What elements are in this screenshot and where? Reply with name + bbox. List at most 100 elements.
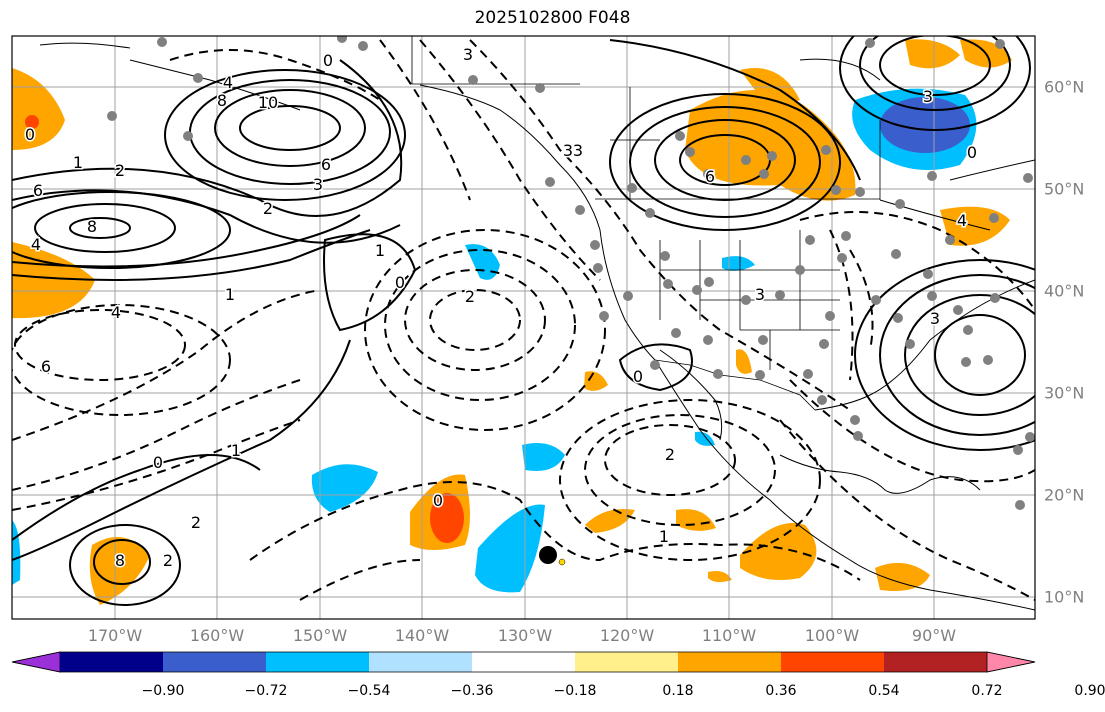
colorbar-segment: [369, 652, 473, 672]
contour-label: 4: [111, 303, 121, 322]
colorbar: [11, 651, 1036, 673]
contour-label: 3: [923, 87, 933, 106]
longitude-label: 140°W: [394, 626, 450, 645]
contour-label: 0: [153, 453, 163, 472]
negative-region: [475, 504, 545, 593]
positive-region: [585, 509, 635, 533]
contour-label: 2: [263, 199, 273, 218]
negative-region: [311, 464, 378, 512]
colorbar-frame: [11, 651, 1036, 673]
contour-label: 6: [41, 357, 51, 376]
negative-region: [522, 442, 565, 471]
longitude-label: 90°W: [911, 626, 957, 645]
colorbar-tick-label: 0.72: [971, 683, 1003, 699]
contour-label: 6: [705, 167, 715, 186]
contour-label: 4: [223, 73, 233, 92]
contour-label: 3: [755, 285, 765, 304]
strong-negative-region: [880, 97, 970, 153]
colorbar-segment: [575, 652, 679, 672]
contour-label: 1: [231, 441, 241, 460]
dashed-contours: [12, 39, 1035, 601]
colorbar-segment: [60, 652, 164, 672]
colorbar-tick-label: 0.36: [765, 683, 797, 699]
map-title: 2025102800 F048: [474, 8, 631, 28]
colorbar-tick-label: −0.72: [244, 683, 288, 699]
contour-label: 1: [375, 241, 385, 260]
longitude-label: 150°W: [292, 626, 348, 645]
colorbar-tick-label: 0.18: [662, 683, 694, 699]
storm-marker-small: [558, 558, 566, 566]
colorbar-extend-low: [11, 651, 61, 673]
positive-region: [12, 68, 65, 150]
contour-label: 3: [563, 141, 573, 160]
strong-positive-region: [430, 493, 464, 543]
colorbar-segment: [163, 652, 267, 672]
colorbar-segment: [884, 652, 988, 672]
contour-label: 8: [217, 91, 227, 110]
negative-region: [722, 256, 755, 271]
colorbar-tick-label: 0.54: [868, 683, 900, 699]
positive-region: [875, 562, 930, 591]
map-frame: [11, 35, 1036, 620]
contour-label: 0: [25, 125, 35, 144]
contour-label: 8: [87, 217, 97, 236]
political-borders: [411, 36, 881, 411]
graticule: [12, 36, 1035, 619]
colorbar-segment: [472, 652, 576, 672]
contour-label: 1: [659, 527, 669, 546]
station-markers: [107, 36, 1035, 510]
positive-region: [89, 537, 150, 605]
colorbar-tick-label: −0.36: [450, 683, 494, 699]
colorbar-segment: [678, 652, 782, 672]
positive-region: [905, 39, 960, 69]
longitude-label: 110°W: [701, 626, 757, 645]
longitude-label: 100°W: [804, 626, 860, 645]
colorbar-tick-label: 0.90: [1074, 683, 1105, 699]
contour-label: 3: [930, 309, 940, 328]
contour-label: 1: [73, 153, 83, 172]
contour-label: 6: [321, 155, 331, 174]
contour-label: 2: [191, 513, 201, 532]
colorbar-tick-label: −0.18: [553, 683, 597, 699]
contour-label: 0: [395, 273, 405, 292]
contour-label: 4: [957, 211, 967, 230]
colorbar-tick-label: −0.90: [141, 683, 185, 699]
solid-contours: [12, 36, 1035, 606]
positive-region: [584, 371, 608, 391]
latitude-label: 30°N: [1044, 383, 1085, 403]
contour-label: 3: [313, 175, 323, 194]
contour-label: 0: [433, 491, 443, 510]
contour-label: 2: [115, 161, 125, 180]
latitude-label: 60°N: [1044, 77, 1085, 97]
positive-region: [708, 571, 732, 583]
contour-label: 2: [163, 551, 173, 570]
contour-label: 2: [665, 445, 675, 464]
contour-label: 2: [465, 287, 475, 306]
longitude-label: 130°W: [497, 626, 553, 645]
longitude-label: 170°W: [87, 626, 143, 645]
colorbar-segment: [266, 652, 370, 672]
coastlines: [39, 42, 1035, 611]
contour-label: 0: [967, 143, 977, 162]
contour-label: 1: [225, 285, 235, 304]
colorbar-segment: [781, 652, 885, 672]
contour-label: 0: [323, 51, 333, 70]
positive-region: [736, 349, 752, 374]
contour-label: 6: [33, 181, 43, 200]
latitude-label: 20°N: [1044, 485, 1085, 505]
positive-region: [12, 242, 95, 319]
positive-region: [740, 523, 817, 581]
strong-positive-region: [25, 115, 39, 129]
colorbar-tick-label: −0.54: [347, 683, 391, 699]
longitude-label: 160°W: [189, 626, 245, 645]
contour-label: 4: [31, 235, 41, 254]
contour-label: 3: [463, 45, 473, 64]
colorbar-extend-high: [986, 651, 1036, 673]
latitude-label: 50°N: [1044, 179, 1085, 199]
longitude-label: 120°W: [599, 626, 655, 645]
latitude-label: 40°N: [1044, 281, 1085, 301]
contour-label: 10: [258, 93, 278, 112]
contour-label: 0: [633, 367, 643, 386]
